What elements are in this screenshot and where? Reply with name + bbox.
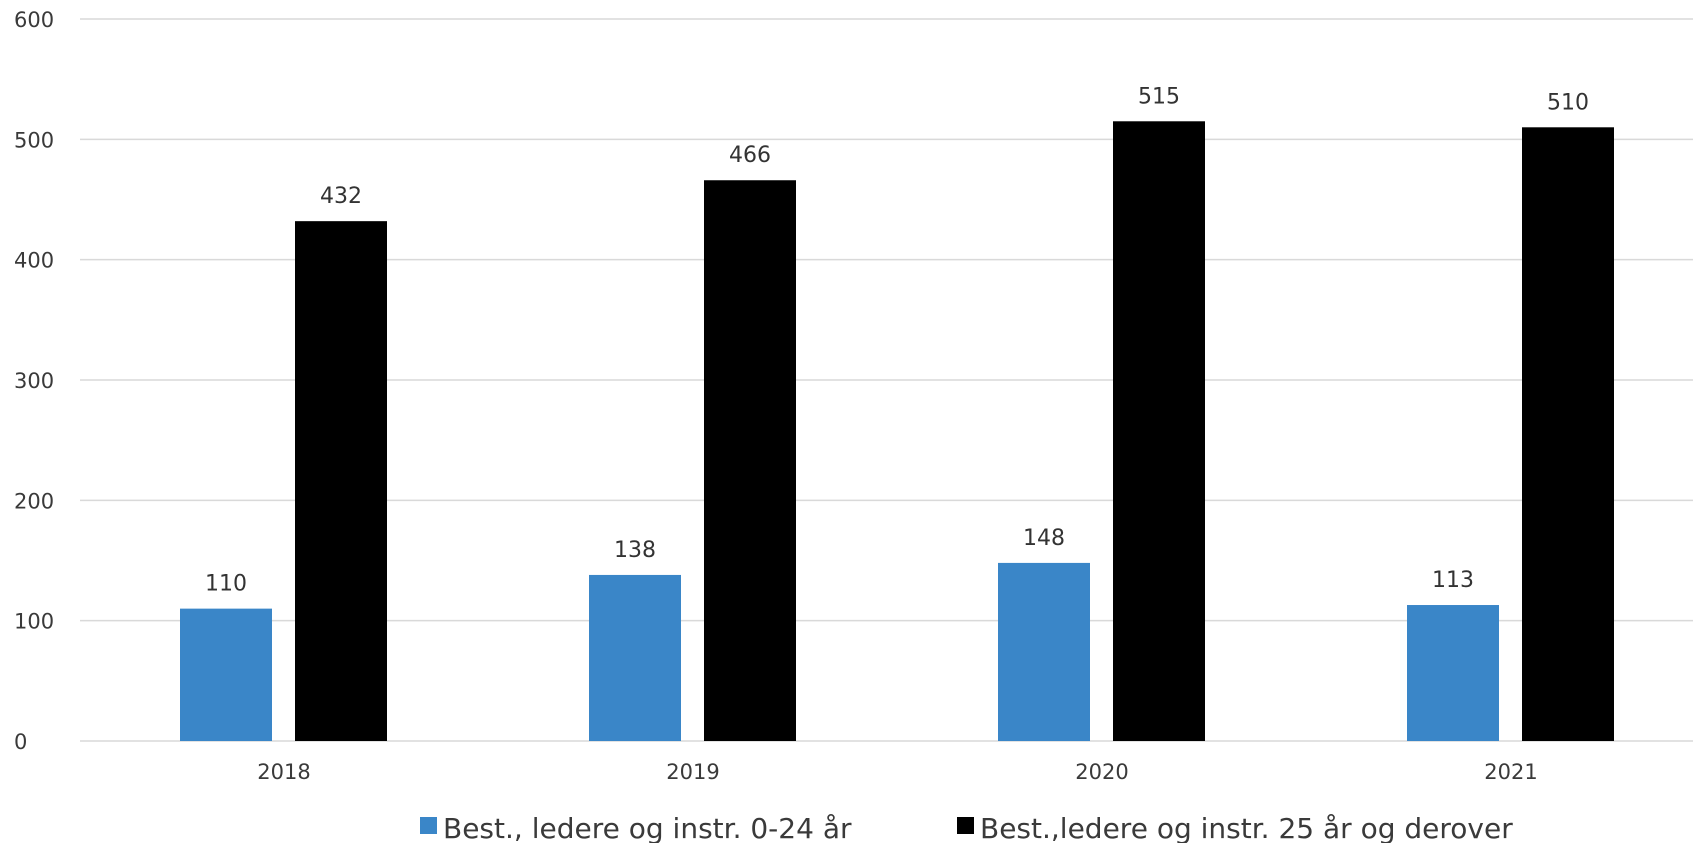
bars — [180, 121, 1614, 742]
data-label: 148 — [1023, 526, 1065, 551]
y-tick-label: 600 — [14, 8, 54, 32]
x-tick-label: 2020 — [1075, 760, 1128, 784]
bar-series1-2019 — [589, 574, 681, 741]
data-labels: 110 138 148 113 432 466 515 510 — [205, 84, 1589, 596]
y-tick-label: 200 — [14, 489, 54, 513]
bar-series1-2020 — [998, 562, 1090, 741]
y-tick-label: 100 — [14, 610, 54, 634]
data-label: 515 — [1138, 84, 1180, 109]
y-tick-label: 400 — [14, 249, 54, 273]
x-axis-ticks: 2018 2019 2020 2021 — [257, 760, 1537, 784]
legend: Best., ledere og instr. 0-24 år Best.,led… — [420, 812, 1513, 843]
bar-series1-2021 — [1407, 605, 1499, 741]
y-tick-label: 500 — [14, 128, 54, 152]
data-label: 432 — [320, 184, 362, 209]
y-axis-ticks: 0 100 200 300 400 500 600 — [14, 8, 54, 754]
bar-series2-2019 — [704, 180, 796, 741]
y-tick-label: 0 — [14, 730, 27, 754]
legend-swatch — [420, 817, 437, 834]
legend-label: Best., ledere og instr. 0-24 år — [443, 812, 852, 843]
legend-label: Best.,ledere og instr. 25 år og derover — [980, 812, 1513, 843]
x-tick-label: 2021 — [1484, 760, 1537, 784]
data-label: 466 — [729, 143, 771, 168]
x-tick-label: 2019 — [666, 760, 719, 784]
data-label: 138 — [614, 538, 656, 563]
bar-series1-2018 — [180, 608, 272, 741]
bar-series2-2020 — [1113, 121, 1205, 742]
data-label: 510 — [1547, 90, 1589, 115]
y-tick-label: 300 — [14, 369, 54, 393]
legend-swatch — [957, 817, 974, 834]
x-tick-label: 2018 — [257, 760, 310, 784]
bar-series2-2021 — [1522, 127, 1614, 742]
bar-series2-2018 — [295, 221, 387, 741]
data-label: 110 — [205, 572, 247, 597]
data-label: 113 — [1432, 568, 1474, 593]
